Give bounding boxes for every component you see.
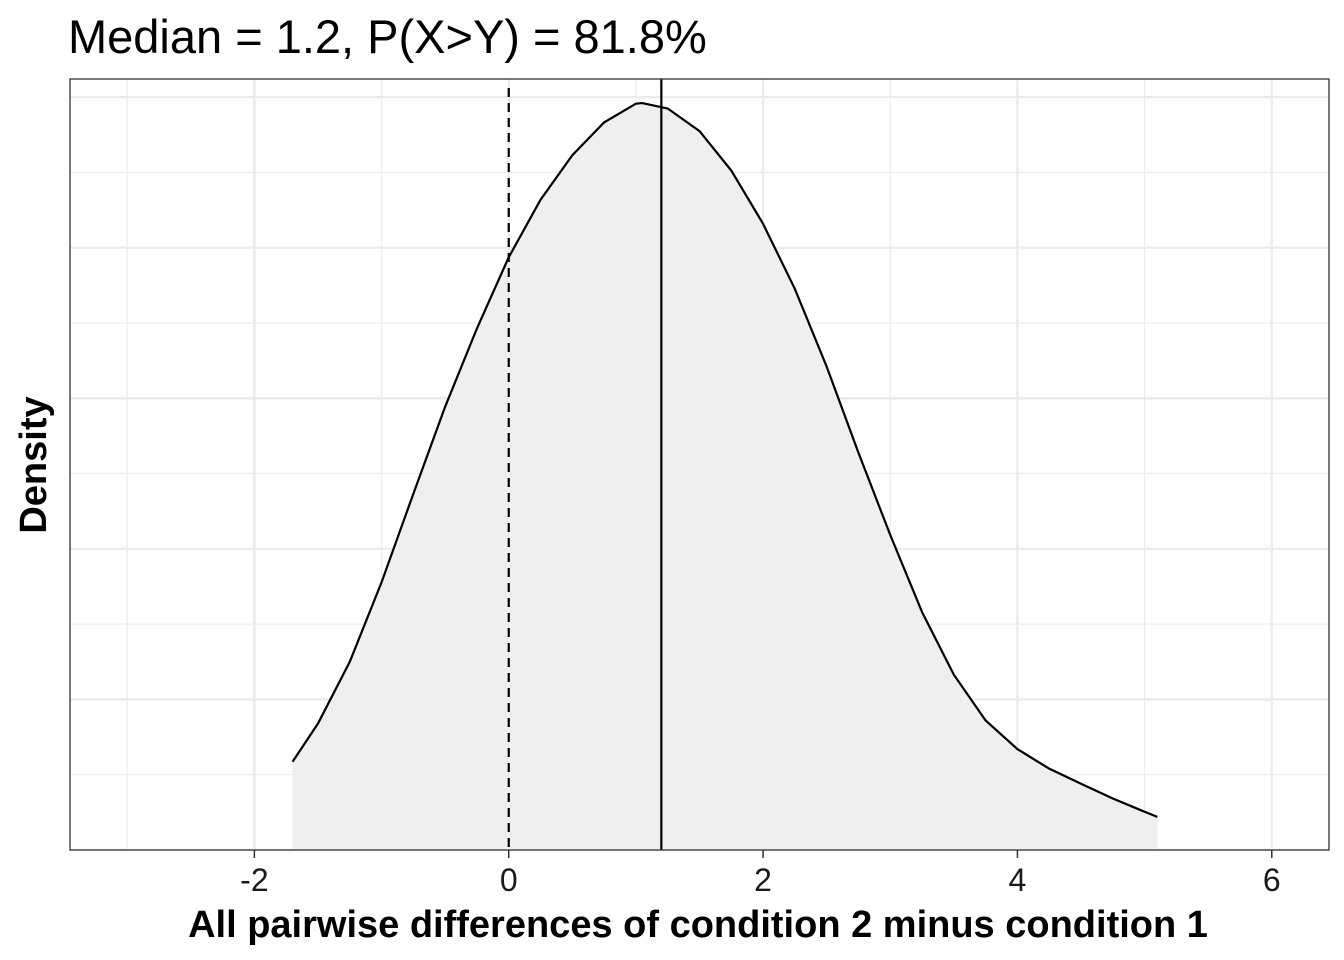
- x-tick-label: 0: [500, 862, 518, 898]
- x-tick-label: 6: [1263, 862, 1281, 898]
- x-tick-label: 2: [754, 862, 772, 898]
- chart-title: Median = 1.2, P(X>Y) = 81.8%: [68, 10, 707, 63]
- x-axis-title: All pairwise differences of condition 2 …: [188, 904, 1208, 946]
- density-area: [292, 103, 1158, 851]
- y-axis-title: Density: [13, 396, 55, 533]
- x-axis-ticks: -2 0 2 4 6: [240, 850, 1281, 898]
- panel-border: [69, 78, 1330, 851]
- x-tick-label: -2: [240, 862, 268, 898]
- density-curve: [291, 101, 1158, 818]
- x-tick-label: 4: [1009, 862, 1027, 898]
